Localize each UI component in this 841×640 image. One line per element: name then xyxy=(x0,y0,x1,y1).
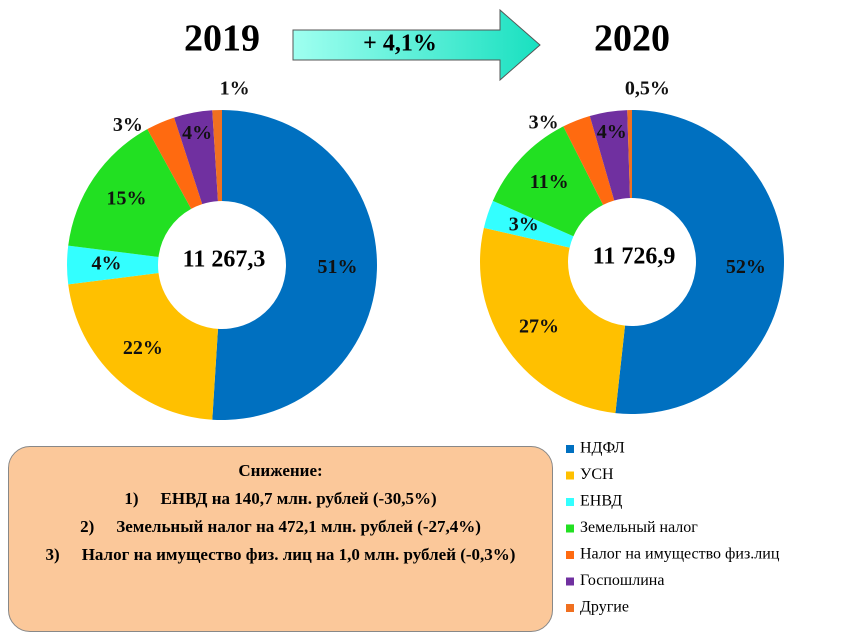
data-label: 1% xyxy=(220,78,250,100)
legend-label: НДФЛ xyxy=(580,440,625,457)
legend-swatch xyxy=(566,445,574,453)
data-label: 15% xyxy=(106,188,146,210)
data-label: 52% xyxy=(726,256,766,278)
legend-label: ЕНВД xyxy=(580,493,622,510)
legend-label: УСН xyxy=(580,466,614,483)
donut-segment xyxy=(589,110,630,201)
donut-segment xyxy=(492,126,604,237)
data-label: 4% xyxy=(92,253,122,275)
center-label: 11 267,3 xyxy=(183,247,266,273)
data-label: 0,5% xyxy=(625,78,670,100)
data-label: 3% xyxy=(529,111,559,133)
note-title: Снижение: xyxy=(238,461,323,480)
donut-segment xyxy=(563,115,615,205)
legend-swatch xyxy=(566,604,574,612)
donut-segment xyxy=(68,129,192,257)
arrow-label: + 4,1% xyxy=(363,31,437,57)
legend-label: Земельный налог xyxy=(580,519,698,536)
note-item-number: 1) xyxy=(124,489,139,508)
data-label: 4% xyxy=(597,121,627,143)
donut-segment xyxy=(67,245,159,285)
data-label: 3% xyxy=(113,114,143,136)
note-box: Снижение: 1) ЕНВД на 140,7 млн. рублей (-… xyxy=(8,446,553,632)
legend-swatch xyxy=(566,577,574,586)
donut-segment xyxy=(147,117,203,209)
legend-label: Налог на имущество физ.лиц xyxy=(580,546,780,563)
arrow xyxy=(292,8,541,82)
note-item-number: 3) xyxy=(45,545,60,564)
note-item: 2) Земельный налог на 472,1 млн. рублей (… xyxy=(27,513,534,541)
data-label: 22% xyxy=(123,337,163,359)
legend-swatch xyxy=(566,524,574,533)
donut-segment xyxy=(174,110,218,205)
donut-segment xyxy=(483,200,574,248)
donut-segment xyxy=(615,110,784,414)
note-item: 3) Налог на имущество физ. лиц на 1,0 млн… xyxy=(27,541,534,569)
donut-segment xyxy=(68,273,218,420)
data-label: 51% xyxy=(317,256,357,278)
donut-segment xyxy=(480,227,626,414)
donut-segment xyxy=(627,110,632,199)
data-label: 11% xyxy=(530,171,569,193)
note-item-text: ЕНВД на 140,7 млн. рублей (-30,5%) xyxy=(160,489,437,508)
legend-swatch xyxy=(566,471,574,480)
legend-label: Другие xyxy=(580,599,629,616)
data-label: 4% xyxy=(182,122,212,144)
chart-title: 2019 xyxy=(184,18,260,60)
legend-label: Госпошлина xyxy=(580,572,664,589)
note-item: 1) ЕНВД на 140,7 млн. рублей (-30,5%) xyxy=(27,485,534,513)
chart-title: 2020 xyxy=(594,18,670,60)
legend-swatch xyxy=(566,498,574,506)
note-item-text: Земельный налог на 472,1 млн. рублей (-2… xyxy=(116,517,481,536)
center-label: 11 726,9 xyxy=(593,244,676,270)
data-label: 3% xyxy=(509,214,539,236)
note-item-number: 2) xyxy=(80,517,95,536)
donut-segment xyxy=(212,110,222,202)
legend-swatch xyxy=(566,551,574,559)
note-item-text: Налог на имущество физ. лиц на 1,0 млн. … xyxy=(81,545,516,564)
donut-segment xyxy=(212,110,378,421)
data-label: 27% xyxy=(519,316,559,338)
